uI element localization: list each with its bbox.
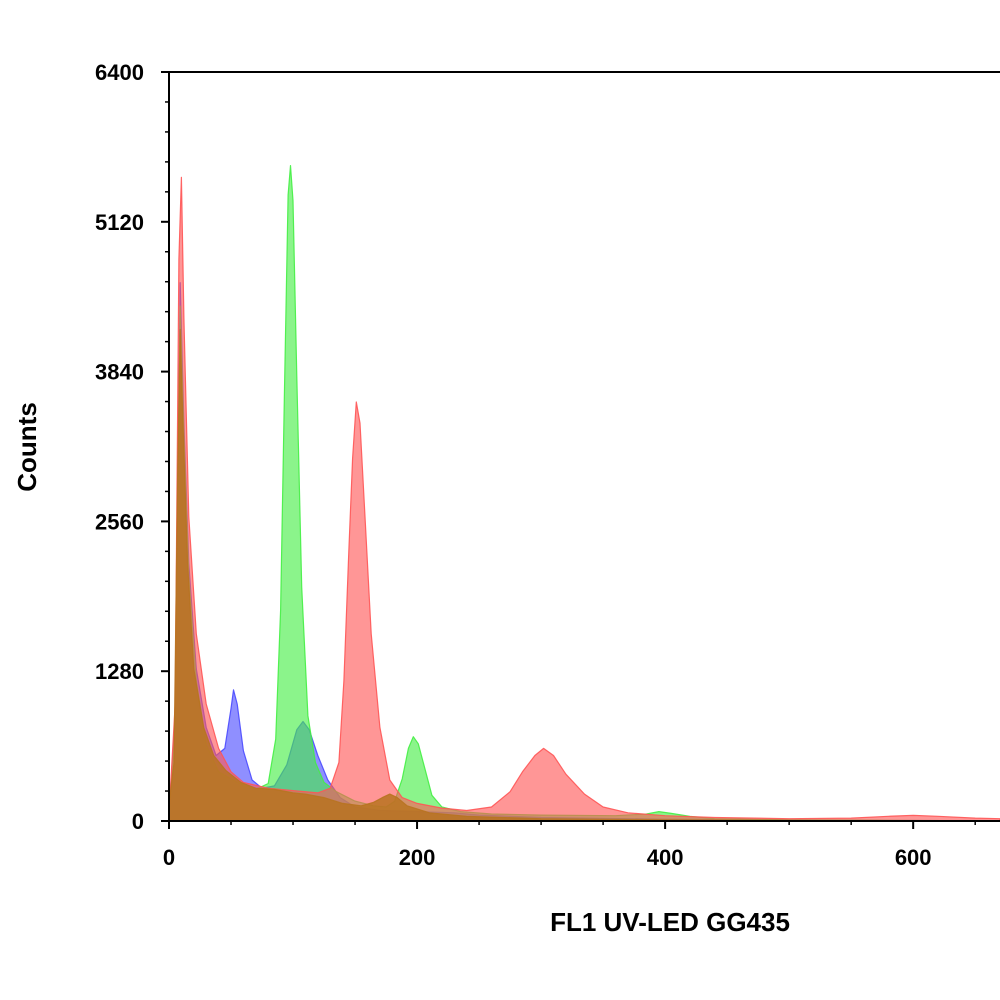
x-tick-label: 200 [399,845,436,870]
y-tick-label: 6400 [95,60,144,85]
y-tick-label: 5120 [95,210,144,235]
x-tick-label: 600 [895,845,932,870]
x-axis-title: FL1 UV-LED GG435 [550,907,790,937]
plot-frame [168,71,1000,822]
y-tick-label: 0 [132,809,144,834]
y-axis-ticks: 0 1280 2560 3840 5120 6400 [95,60,169,834]
x-tick-label: 0 [163,845,175,870]
y-tick-label: 3840 [95,360,144,385]
histogram-series-2 [168,165,1000,822]
y-tick-label: 1280 [95,659,144,684]
histogram-areas [168,165,1000,822]
x-tick-label: 400 [647,845,684,870]
y-axis-title: Counts [12,402,42,492]
histogram-series-3 [168,176,1000,822]
x-axis-ticks: 0 200 400 600 [163,821,976,870]
histogram-series-4 [168,328,1000,822]
y-tick-label: 2560 [95,509,144,534]
